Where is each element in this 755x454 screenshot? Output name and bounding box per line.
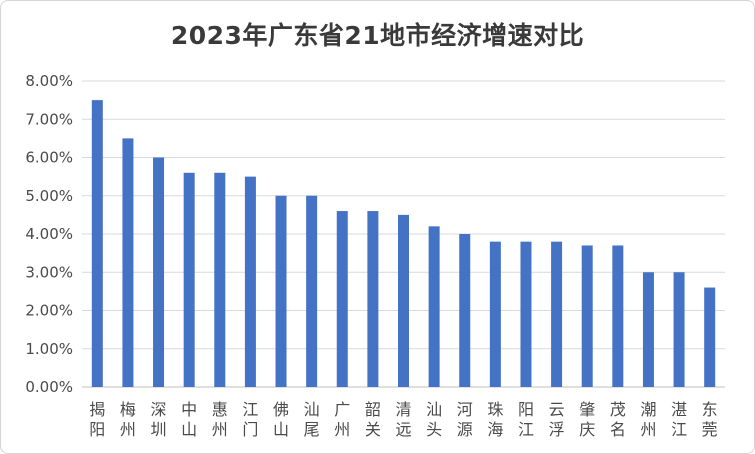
y-tick-label: 1.00% [25,340,73,358]
x-tick-label: 河 [457,400,473,419]
x-tick-label: 山 [181,420,197,439]
x-tick-label: 江 [518,420,534,439]
y-tick-label: 5.00% [25,187,73,205]
x-tick-label: 汕 [426,400,442,419]
x-tick-label: 清 [395,400,411,419]
y-tick-label: 4.00% [25,225,73,243]
bar [122,138,134,387]
x-tick-label: 阳 [89,420,105,439]
x-tick-label: 韶 [365,400,381,419]
x-tick-label: 东 [702,400,718,419]
x-tick-label: 肇 [579,400,595,419]
x-tick-label: 茂 [610,400,626,419]
y-tick-label: 0.00% [25,378,73,396]
x-tick-label: 门 [242,420,258,439]
bar [459,234,471,387]
bar [642,272,654,387]
y-tick-label: 2.00% [25,302,73,320]
bar [91,100,103,387]
bar [704,287,716,387]
x-tick-label: 梅 [120,400,136,419]
y-tick-label: 8.00% [25,72,73,90]
x-tick-label: 佛 [273,400,289,419]
bar [428,226,440,387]
x-tick-label: 潮 [640,400,656,419]
x-tick-label: 浮 [549,420,565,439]
x-tick-label: 江 [671,420,687,439]
x-tick-label: 海 [487,420,503,439]
x-tick-label: 湛 [671,400,687,419]
bar [489,241,501,387]
x-tick-label: 州 [212,420,228,439]
bar [673,272,685,387]
bar [153,157,165,387]
x-tick-label: 尾 [304,420,320,439]
x-tick-label: 庆 [579,420,595,439]
x-tick-label: 莞 [702,420,718,439]
bar [306,195,318,387]
x-tick-label: 山 [273,420,289,439]
y-tick-label: 6.00% [25,149,73,167]
bar [367,211,379,387]
x-tick-label: 州 [640,420,656,439]
x-tick-label: 中 [181,400,197,419]
x-tick-label: 源 [457,420,473,439]
bar [612,245,624,387]
bar [581,245,593,387]
x-tick-label: 圳 [151,420,167,439]
x-tick-label: 揭 [89,400,105,419]
x-tick-label: 江 [242,400,258,419]
x-tick-label: 关 [365,420,381,439]
x-tick-label: 云 [549,400,565,419]
y-tick-label: 3.00% [25,263,73,281]
bar [214,172,226,387]
x-tick-label: 珠 [487,400,503,419]
x-tick-label: 州 [334,420,350,439]
x-tick-label: 深 [151,400,167,419]
x-tick-label: 远 [395,420,411,439]
x-tick-label: 名 [610,420,626,439]
bar [244,176,256,387]
bar [275,195,287,387]
x-tick-label: 州 [120,420,136,439]
bar [336,211,348,387]
x-tick-label: 广 [334,400,350,419]
chart-title: 2023年广东省21地市经济增速对比 [170,21,585,50]
x-tick-label: 头 [426,420,442,439]
x-tick-label: 惠 [212,400,228,419]
x-tick-label: 汕 [304,400,320,419]
bar [520,241,532,387]
bar [183,172,195,387]
y-tick-label: 7.00% [25,110,73,128]
bar [551,241,563,387]
bar [398,214,409,387]
x-tick-label: 阳 [518,400,534,419]
